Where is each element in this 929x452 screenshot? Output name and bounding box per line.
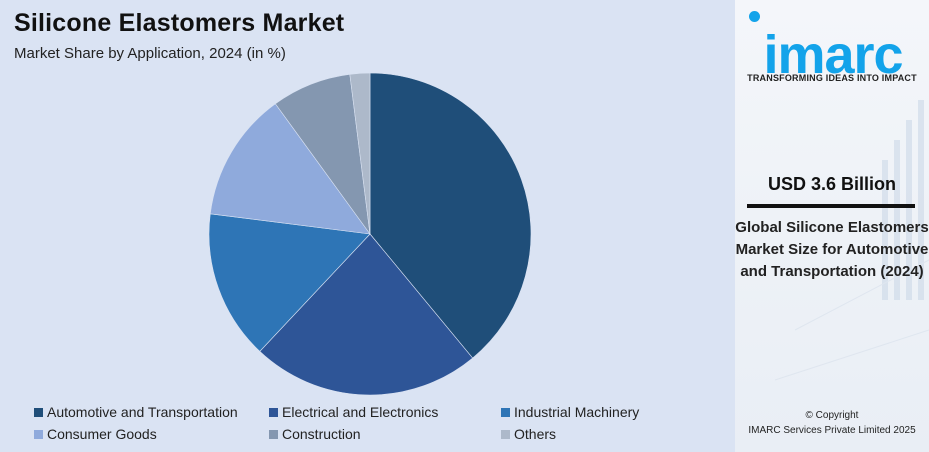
legend-label: Automotive and Transportation [47,404,238,420]
legend-swatch-icon [501,429,510,439]
legend-swatch-icon [269,407,278,417]
imarc-logo: imarc [763,25,903,85]
legend-swatch-icon [34,429,43,439]
legend-item: Consumer Goods [34,426,157,442]
chart-title: Silicone Elastomers Market [14,9,345,37]
copyright-line-2: IMARC Services Private Limited 2025 [748,425,916,436]
info-sidebar: imarc TRANSFORMING IDEAS INTO IMPACT USD… [735,0,929,452]
legend-item: Electrical and Electronics [269,404,438,420]
legend-item: Others [501,426,556,442]
legend-item: Construction [269,426,361,442]
legend-swatch-icon [501,407,510,417]
legend-swatch-icon [269,429,278,439]
legend-label: Industrial Machinery [514,404,640,420]
pie-slice-others [349,72,371,235]
pie-chart [208,72,532,396]
legend-label: Others [514,426,557,442]
legend-label: Consumer Goods [47,426,157,442]
pie-slice-electrical-and-electronics [259,233,474,396]
logo-tagline: TRANSFORMING IDEAS INTO IMPACT [747,73,917,83]
chart-panel: Silicone Elastomers Market Market Share … [14,9,640,442]
legend-label: Electrical and Electronics [282,404,439,420]
legend-label: Construction [282,426,361,442]
pie-slice-consumer-goods [209,103,371,235]
pie-slice-automotive-and-transportation [369,72,532,359]
logo-dot [749,11,760,22]
legend-item: Automotive and Transportation [34,404,238,420]
legend-item: Industrial Machinery [501,404,639,420]
chart-subtitle: Market Share by Application, 2024 (in %) [14,45,286,62]
background-decoration [774,100,929,381]
copyright-line-1: © Copyright [805,410,859,421]
market-value: USD 3.6 Billion [767,174,897,194]
copyright: © Copyright IMARC Services Private Limit… [735,408,929,438]
pie-slice-industrial-machinery [208,213,371,352]
market-description: Global Silicone Elastomers Market Size f… [735,219,929,280]
divider [747,204,915,208]
legend-swatch-icon [34,407,43,417]
